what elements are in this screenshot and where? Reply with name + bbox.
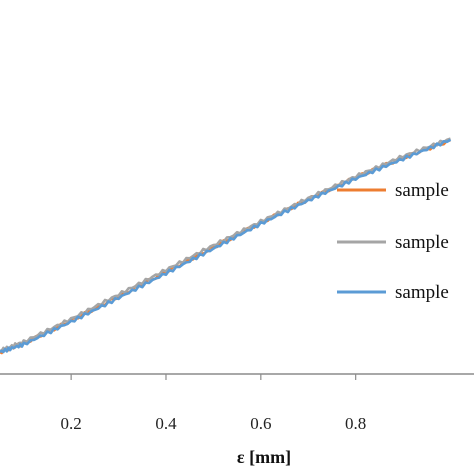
x-axis-ticks: 0.2 0.4 0.6 0.8 (61, 374, 366, 433)
x-tick-label: 0.4 (155, 414, 177, 433)
x-axis-title: ε [mm] (237, 447, 291, 467)
legend-label-1: sample (395, 180, 449, 201)
series-line-3 (0, 138, 452, 354)
series-line-2 (0, 137, 451, 353)
plot-area (0, 137, 452, 355)
legend-label-2: sample (395, 232, 449, 253)
legend: sample sample sample (337, 180, 449, 303)
x-tick-label: 0.2 (61, 414, 82, 433)
x-tick-label: 0.8 (345, 414, 366, 433)
legend-label-3: sample (395, 282, 449, 303)
x-tick-label: 0.6 (250, 414, 271, 433)
